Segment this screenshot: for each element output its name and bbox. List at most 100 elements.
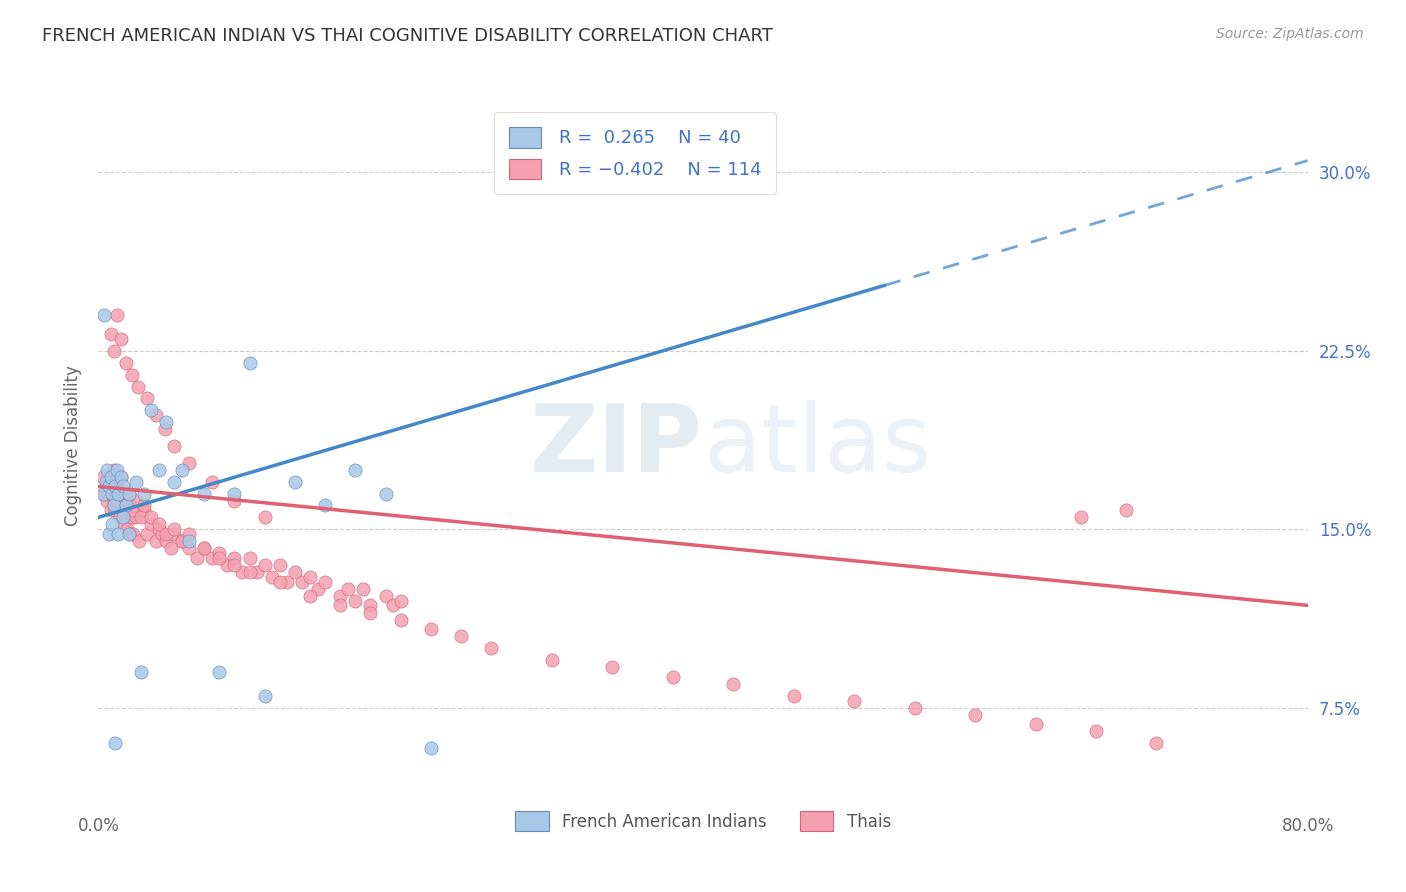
Point	[121, 368, 143, 382]
Point	[1085, 724, 1108, 739]
Point	[291, 574, 314, 589]
Point	[844, 693, 866, 707]
Point	[91, 470, 114, 484]
Point	[160, 541, 183, 556]
Point	[93, 308, 115, 322]
Point	[540, 653, 562, 667]
Point	[253, 510, 276, 524]
Point	[193, 541, 215, 556]
Point	[114, 356, 136, 370]
Point	[129, 665, 152, 679]
Point	[121, 510, 143, 524]
Point	[269, 558, 291, 572]
Point	[314, 499, 336, 513]
Point	[132, 499, 155, 513]
Point	[128, 534, 150, 549]
Point	[299, 589, 322, 603]
Point	[148, 517, 170, 532]
Point	[107, 486, 129, 500]
Point	[170, 534, 193, 549]
Point	[111, 479, 134, 493]
Point	[101, 486, 124, 500]
Point	[93, 486, 115, 500]
Point	[155, 534, 177, 549]
Point	[329, 599, 352, 613]
Point	[284, 475, 307, 489]
Point	[135, 392, 157, 406]
Point	[253, 558, 276, 572]
Point	[101, 486, 124, 500]
Point	[94, 475, 117, 489]
Point	[224, 493, 246, 508]
Point	[201, 475, 224, 489]
Point	[107, 493, 129, 508]
Point	[118, 527, 141, 541]
Point	[155, 527, 177, 541]
Point	[100, 470, 122, 484]
Point	[104, 503, 127, 517]
Point	[360, 606, 382, 620]
Point	[125, 493, 148, 508]
Point	[98, 475, 121, 489]
Point	[783, 689, 806, 703]
Point	[450, 629, 472, 643]
Point	[125, 510, 148, 524]
Point	[965, 707, 987, 722]
Point	[1115, 503, 1137, 517]
Point	[111, 503, 134, 517]
Point	[155, 415, 177, 429]
Point	[101, 517, 124, 532]
Point	[163, 527, 186, 541]
Point	[360, 599, 382, 613]
Point	[96, 493, 118, 508]
Point	[135, 527, 157, 541]
Point	[389, 613, 412, 627]
Text: FRENCH AMERICAN INDIAN VS THAI COGNITIVE DISABILITY CORRELATION CHART: FRENCH AMERICAN INDIAN VS THAI COGNITIVE…	[42, 27, 773, 45]
Point	[114, 499, 136, 513]
Point	[163, 475, 186, 489]
Point	[132, 503, 155, 517]
Point	[114, 503, 136, 517]
Point	[314, 574, 336, 589]
Text: atlas: atlas	[703, 400, 931, 492]
Point	[344, 593, 367, 607]
Point	[299, 570, 322, 584]
Point	[1070, 510, 1092, 524]
Text: Source: ZipAtlas.com: Source: ZipAtlas.com	[1216, 27, 1364, 41]
Point	[96, 463, 118, 477]
Point	[1024, 717, 1046, 731]
Point	[389, 593, 412, 607]
Point	[163, 522, 186, 536]
Point	[201, 550, 224, 565]
Point	[329, 589, 352, 603]
Point	[145, 408, 167, 422]
Point	[103, 343, 125, 358]
Point	[420, 741, 443, 756]
Point	[118, 486, 141, 500]
Point	[120, 527, 142, 541]
Point	[121, 503, 143, 517]
Point	[239, 356, 262, 370]
Point	[125, 475, 148, 489]
Point	[602, 660, 624, 674]
Point	[141, 403, 163, 417]
Point	[127, 379, 149, 393]
Point	[111, 510, 134, 524]
Point	[163, 439, 186, 453]
Point	[262, 570, 284, 584]
Point	[122, 527, 145, 541]
Point	[253, 689, 276, 703]
Point	[108, 510, 131, 524]
Point	[224, 486, 246, 500]
Point	[148, 463, 170, 477]
Point	[374, 589, 396, 603]
Point	[105, 486, 128, 500]
Point	[336, 582, 359, 596]
Point	[105, 308, 128, 322]
Point	[284, 565, 307, 579]
Point	[208, 546, 231, 560]
Point	[224, 550, 246, 565]
Point	[103, 463, 125, 477]
Point	[145, 534, 167, 549]
Point	[170, 463, 193, 477]
